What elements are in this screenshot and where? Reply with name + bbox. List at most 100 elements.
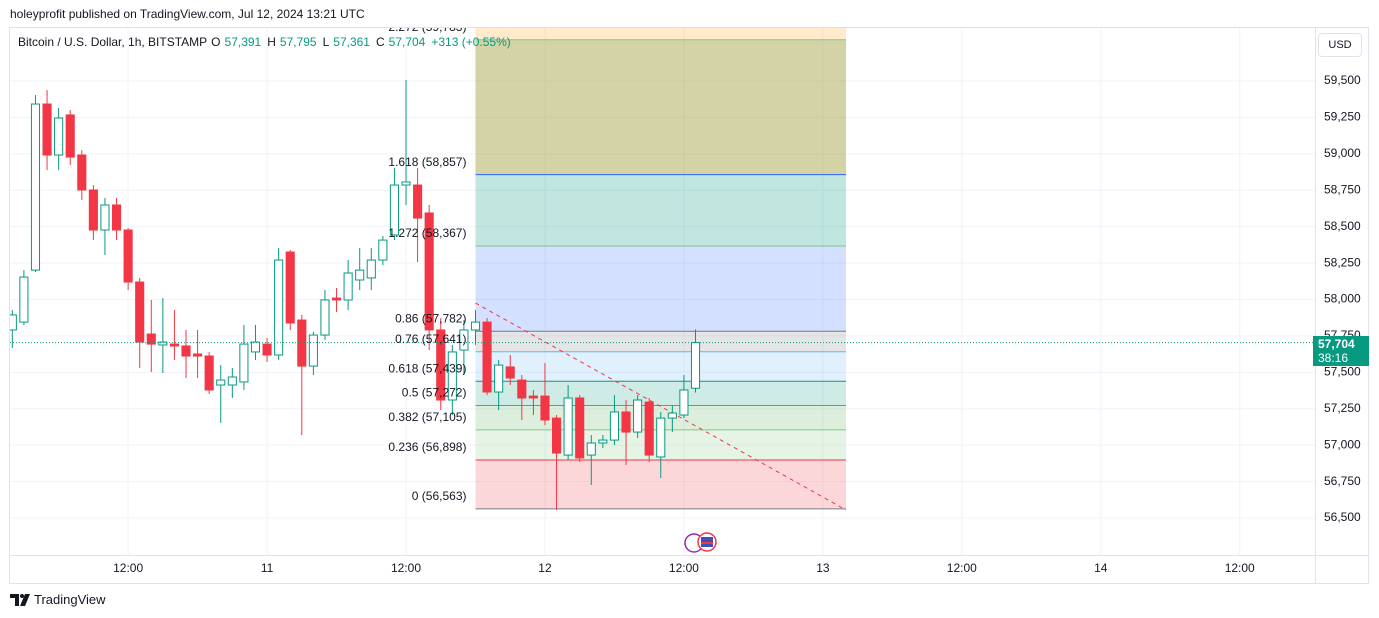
candle-body [609, 411, 619, 441]
close-label: C [375, 35, 385, 49]
candle-body [436, 329, 446, 401]
candle-body [621, 411, 631, 433]
open-label: O [211, 35, 221, 49]
candle-body [517, 379, 527, 399]
fib-band [475, 246, 847, 332]
candle-body [274, 259, 284, 356]
candle-body [563, 397, 573, 456]
candle-body [424, 212, 434, 331]
candle-body [239, 343, 249, 383]
fib-band [475, 381, 847, 406]
x-tick-label: 12:00 [1225, 561, 1255, 575]
footer: TradingView [10, 592, 106, 607]
brand: TradingView [34, 592, 106, 607]
candle-body [378, 239, 388, 261]
candle-body [540, 395, 550, 421]
candle-body [355, 269, 365, 281]
x-tick-label: 12:00 [391, 561, 421, 575]
candle-body [447, 351, 457, 401]
candle-body [10, 314, 17, 331]
candle-body [285, 251, 295, 324]
trend-line [475, 302, 847, 511]
candle-body [227, 376, 237, 386]
change-value: +313 (+0.55%) [431, 35, 511, 49]
candle-body [667, 412, 677, 419]
candle-body [389, 184, 399, 236]
candle-body [679, 389, 689, 416]
fib-band [475, 351, 847, 382]
candle-body [100, 204, 110, 231]
candle-body [88, 189, 98, 231]
candle-body [146, 333, 156, 345]
candle-body [77, 154, 87, 191]
published-note: holeyprofit published on TradingView.com… [10, 7, 365, 21]
y-tick-label: 57,250 [1324, 401, 1361, 415]
candle-body [320, 299, 330, 336]
candle-body [401, 181, 411, 186]
candle-body [633, 399, 643, 433]
fib-label: 2.272 (59,783) [388, 20, 466, 34]
candle-body [528, 395, 538, 399]
candle-body [551, 417, 562, 454]
fib-band [475, 39, 847, 175]
fib-label: 0.5 (57,272) [402, 386, 467, 400]
last-price-badge: 57,704 38:16 [1313, 336, 1369, 366]
axes: 56,50056,75057,00057,25057,50057,75058,0… [113, 20, 1361, 575]
y-tick-label: 59,500 [1324, 73, 1361, 87]
fib-label: 0.86 (57,782) [395, 311, 466, 325]
open-value: 57,391 [224, 35, 262, 49]
x-tick-label: 12:00 [669, 561, 699, 575]
candle-body [656, 417, 666, 458]
candle-body [366, 259, 376, 279]
fib-retracement [475, 28, 847, 511]
candle-body [459, 329, 469, 351]
candle-body [343, 272, 353, 301]
candles [10, 80, 1315, 510]
symbol: Bitcoin / U.S. Dollar, 1h, BITSTAMP [18, 35, 208, 49]
y-tick-label: 58,500 [1324, 219, 1361, 233]
close-value: 57,704 [388, 35, 426, 49]
low-label: L [322, 35, 330, 49]
candle-body [204, 355, 214, 391]
y-tick-label: 58,750 [1324, 182, 1361, 196]
candle-body [690, 342, 701, 389]
fib-label: 0.76 (57,641) [395, 332, 466, 346]
y-tick-label: 56,500 [1324, 510, 1361, 524]
x-tick-label: 14 [1094, 561, 1108, 575]
y-tick-label: 58,250 [1324, 255, 1361, 269]
y-tick-label: 59,000 [1324, 146, 1361, 160]
currency-button[interactable]: USD [1318, 33, 1362, 57]
fib-label: 0 (56,563) [412, 489, 467, 503]
candle-body [598, 439, 608, 444]
candle-body [575, 397, 585, 459]
candle-body [470, 321, 481, 331]
candle-body [111, 204, 122, 231]
low-value: 57,361 [333, 35, 370, 49]
event-icons [684, 532, 717, 553]
candle-body [308, 334, 318, 367]
candle-body [250, 341, 261, 353]
fib-label: 1.272 (58,367) [388, 226, 466, 240]
candle-body [42, 103, 52, 156]
candle-body [181, 345, 191, 357]
y-tick-label: 57,500 [1324, 365, 1361, 379]
fib-band [475, 331, 847, 352]
candle-body [135, 281, 145, 343]
candle-body [494, 364, 504, 393]
fib-label: 0.382 (57,105) [388, 410, 466, 424]
candle-body [262, 343, 272, 356]
candle-body [169, 343, 179, 347]
candle-body [413, 184, 423, 219]
x-tick-label: 13 [816, 561, 830, 575]
candle-body [123, 229, 133, 283]
candle-body [54, 117, 64, 156]
candle-body [158, 341, 168, 346]
countdown: 38:16 [1318, 351, 1349, 365]
x-tick-label: 12:00 [113, 561, 143, 575]
symbol-legend: Bitcoin / U.S. Dollar, 1h, BITSTAMP O 57,… [18, 35, 513, 49]
candle-body [331, 297, 342, 301]
last-price: 57,704 [1318, 337, 1355, 351]
fib-label: 0.618 (57,439) [388, 361, 466, 375]
